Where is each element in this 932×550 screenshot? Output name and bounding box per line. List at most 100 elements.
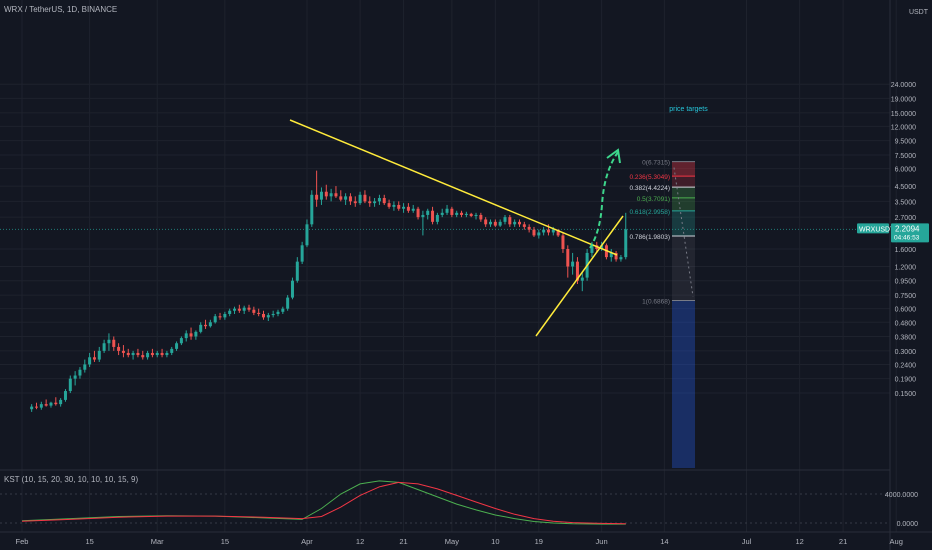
candle[interactable] — [150, 348, 154, 358]
candle[interactable] — [421, 210, 425, 236]
candle[interactable] — [305, 219, 309, 248]
candle[interactable] — [228, 308, 232, 317]
candle[interactable] — [199, 322, 203, 334]
candle[interactable] — [281, 306, 285, 314]
candle[interactable] — [237, 304, 241, 313]
candle[interactable] — [189, 327, 193, 340]
candle[interactable] — [194, 330, 198, 340]
candle[interactable] — [426, 208, 430, 220]
candle[interactable] — [83, 359, 87, 373]
candle[interactable] — [218, 312, 222, 320]
candle[interactable] — [571, 252, 575, 275]
candle[interactable] — [517, 219, 521, 227]
candle[interactable] — [271, 310, 275, 318]
candle[interactable] — [165, 350, 169, 358]
candle[interactable] — [363, 190, 367, 204]
candle[interactable] — [30, 404, 34, 412]
candle[interactable] — [503, 214, 507, 225]
candle[interactable] — [479, 212, 483, 222]
candle[interactable] — [450, 206, 454, 218]
candle[interactable] — [319, 187, 323, 205]
candle[interactable] — [315, 170, 319, 207]
candle[interactable] — [160, 348, 164, 358]
candle[interactable] — [131, 350, 135, 360]
candle[interactable] — [619, 254, 623, 262]
candle[interactable] — [561, 232, 565, 253]
candle[interactable] — [117, 343, 121, 356]
candle[interactable] — [522, 221, 526, 230]
candle[interactable] — [373, 197, 377, 207]
candle[interactable] — [493, 219, 497, 227]
candle[interactable] — [542, 226, 546, 236]
candle[interactable] — [170, 346, 174, 356]
price-axis[interactable]: 24.0000 19.0000 15.0000 12.0000 9.5000 7.5000… — [891, 82, 916, 398]
candle[interactable] — [382, 194, 386, 205]
candle[interactable] — [445, 204, 449, 215]
candle[interactable] — [344, 193, 348, 205]
candle[interactable] — [247, 304, 251, 312]
candle[interactable] — [484, 217, 488, 227]
candle[interactable] — [242, 305, 246, 314]
candle[interactable] — [295, 257, 299, 283]
candle[interactable] — [276, 309, 280, 317]
candle[interactable] — [387, 199, 391, 209]
candle[interactable] — [68, 375, 72, 394]
candle[interactable] — [310, 190, 314, 227]
candle[interactable] — [498, 219, 502, 227]
candle[interactable] — [411, 204, 415, 213]
candle[interactable] — [431, 206, 435, 225]
candle[interactable] — [257, 308, 261, 317]
kst-axis[interactable]: 4000.0000 0.0000 — [885, 492, 918, 528]
candle[interactable] — [416, 206, 420, 220]
candle[interactable] — [136, 348, 140, 358]
candle[interactable] — [469, 212, 473, 218]
candle[interactable] — [126, 348, 130, 358]
candle[interactable] — [92, 350, 96, 362]
candle[interactable] — [204, 319, 208, 329]
candle[interactable] — [508, 214, 512, 227]
candle[interactable] — [78, 367, 82, 379]
candle[interactable] — [474, 212, 478, 220]
candle[interactable] — [175, 341, 179, 351]
candle[interactable] — [88, 352, 92, 368]
candle[interactable] — [54, 397, 58, 406]
candle[interactable] — [397, 201, 401, 211]
candle[interactable] — [290, 277, 294, 300]
candle[interactable] — [179, 336, 183, 346]
candle[interactable] — [213, 313, 217, 324]
descending-trendline[interactable] — [289, 119, 618, 256]
candle[interactable] — [107, 333, 111, 351]
candle[interactable] — [141, 350, 145, 360]
candle[interactable] — [63, 389, 67, 402]
candle[interactable] — [440, 208, 444, 218]
fib-retracement[interactable]: 0(6.7315) 0.236(5.3049) 0.382(4.4224) 0.5(3… — [630, 106, 709, 468]
candle[interactable] — [377, 194, 381, 205]
candle[interactable] — [392, 201, 396, 211]
candle[interactable] — [624, 212, 628, 260]
candle[interactable] — [464, 211, 468, 218]
candle[interactable] — [233, 306, 237, 314]
candle[interactable] — [34, 402, 38, 410]
candle[interactable] — [121, 345, 125, 358]
candle[interactable] — [329, 188, 333, 202]
candle[interactable] — [208, 319, 212, 328]
candle[interactable] — [614, 250, 618, 262]
candle[interactable] — [223, 311, 227, 320]
candle[interactable] — [566, 245, 570, 278]
candle[interactable] — [348, 193, 352, 205]
ascending-trendline[interactable] — [535, 215, 624, 337]
candle[interactable] — [353, 196, 357, 207]
candle[interactable] — [59, 398, 63, 407]
candle[interactable] — [155, 350, 159, 358]
candle[interactable] — [252, 306, 256, 316]
candle[interactable] — [406, 203, 410, 213]
candle[interactable] — [112, 336, 116, 351]
candle[interactable] — [39, 401, 43, 410]
time-axis[interactable]: Feb 15 Mar 15 Apr 12 21 May 10 19 Jun 14 Jul 12 21 Aug — [16, 537, 903, 546]
candle[interactable] — [527, 224, 531, 233]
candle[interactable] — [368, 196, 372, 207]
candle[interactable] — [262, 310, 265, 320]
candle[interactable] — [49, 401, 53, 408]
candle[interactable] — [435, 212, 439, 225]
candle[interactable] — [334, 186, 338, 198]
